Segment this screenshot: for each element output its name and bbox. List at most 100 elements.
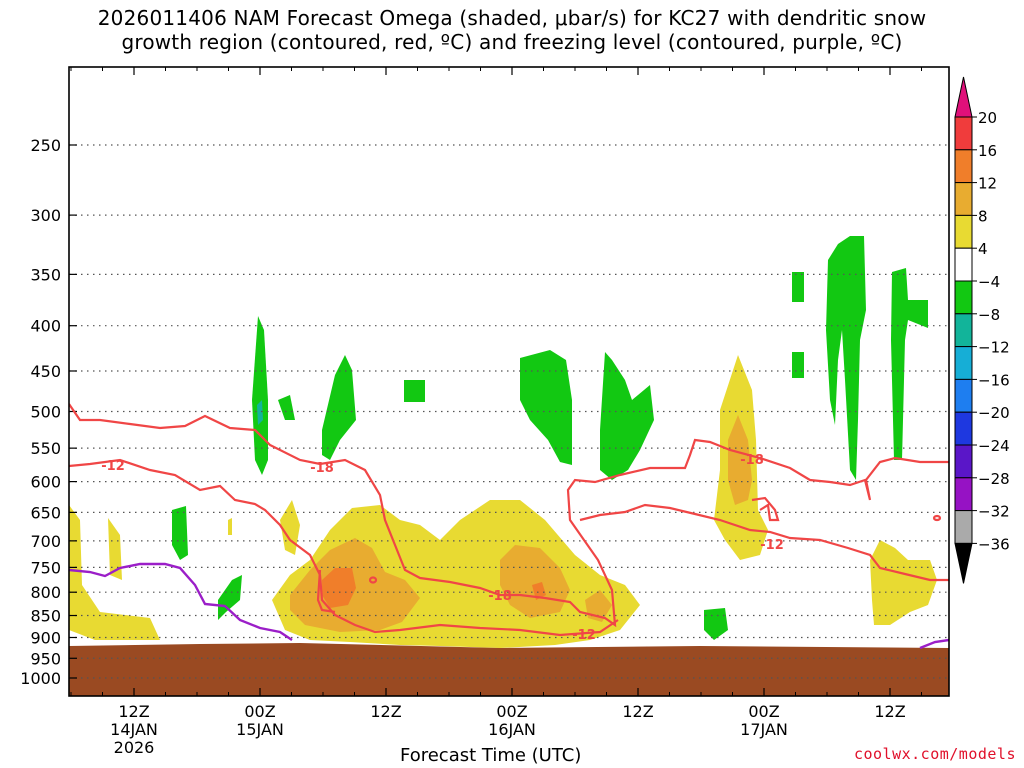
- x-tick-label: 14JAN: [110, 720, 158, 739]
- colorbar-swatch: [954, 116, 973, 151]
- omega-shading-green: [172, 236, 928, 640]
- shade-region: [69, 505, 160, 640]
- y-tick-label: 700: [30, 532, 61, 551]
- shade-region: [108, 518, 122, 580]
- shade-region: [826, 236, 866, 480]
- contour-minus12-upper: [69, 403, 949, 628]
- contour-small-ring: [368, 576, 378, 584]
- colorbar-swatch: [954, 444, 973, 479]
- plot-border: [68, 66, 950, 697]
- shade-region: [600, 352, 654, 480]
- freezing-level-contours: [69, 562, 949, 650]
- y-tick-labels: 250 300 350 400 450 500 550 600 650 700 750 800 850 9…: [20, 136, 61, 688]
- x-tick-label: 00Z: [748, 702, 779, 721]
- colorbar-swatch: [954, 280, 973, 315]
- contour-label: -12: [572, 628, 596, 643]
- freezing-level-left: [69, 562, 293, 641]
- colorbar-label: −32: [978, 503, 1010, 521]
- colorbar-label: −8: [978, 306, 1000, 324]
- colorbar: 20 16 12 8 4 −4 −8 −12 −16 −20 −24 −28 −32 −36: [954, 76, 1010, 584]
- colorbar-swatch: [954, 477, 973, 512]
- colorbar-swatch: [954, 247, 973, 282]
- colorbar-label: −28: [978, 470, 1010, 488]
- contour-minus18-right: [751, 496, 780, 522]
- x-tick-label: 2026: [114, 738, 155, 757]
- y-tick-label: 350: [30, 265, 61, 284]
- y-tick-label: 650: [30, 503, 61, 522]
- colorbar-swatch: [954, 411, 973, 446]
- x-tick-label: 00Z: [244, 702, 275, 721]
- x-tick-label: 12Z: [118, 702, 149, 721]
- ground: [69, 643, 949, 696]
- contour-labels: -12 -18 -18 -18 -12 -12: [101, 453, 784, 643]
- y-tick-label: 500: [30, 403, 61, 422]
- x-tick-label: 12Z: [622, 702, 653, 721]
- colorbar-swatch: [954, 182, 973, 216]
- colorbar-label: 12: [978, 175, 997, 193]
- y-tick-label: 300: [30, 206, 61, 225]
- y-tick-label: 950: [30, 649, 61, 668]
- y-tick-label: 900: [30, 628, 61, 647]
- freezing-level-right: [919, 638, 949, 650]
- contour-label: -18: [740, 453, 764, 468]
- y-tick-label: 800: [30, 583, 61, 602]
- contour-label: -18: [310, 461, 334, 476]
- x-axis-label: Forecast Time (UTC): [400, 745, 582, 766]
- colorbar-swatch: [954, 346, 973, 380]
- colorbar-swatch: [954, 313, 973, 348]
- colorbar-label: 8: [978, 207, 988, 225]
- x-tick-label: 12Z: [370, 702, 401, 721]
- colorbar-bottom-arrow: [954, 542, 973, 584]
- omega-shading-teal: [257, 400, 263, 425]
- colorbar-swatch: [954, 510, 973, 544]
- x-tick-label: 00Z: [496, 702, 527, 721]
- shade-region: [792, 352, 804, 378]
- shade-region: [257, 400, 263, 425]
- colorbar-swatch: [954, 149, 973, 184]
- colorbar-label: 16: [978, 142, 997, 160]
- shade-region: [728, 415, 752, 505]
- contour-label: -12: [101, 459, 125, 474]
- y-tick-label: 1000: [20, 669, 61, 688]
- shade-region: [404, 380, 425, 402]
- shade-region: [228, 518, 232, 535]
- y-tick-label: 600: [30, 473, 61, 492]
- y-tick-label: 250: [30, 136, 61, 155]
- dendritic-contours: [69, 403, 949, 637]
- shade-region: [704, 608, 728, 640]
- colorbar-label: −16: [978, 371, 1010, 389]
- shade-region: [870, 540, 937, 625]
- colorbar-swatch: [954, 214, 973, 249]
- x-tick-label: 17JAN: [740, 720, 788, 739]
- shade-region: [532, 582, 546, 600]
- colorbar-top-arrow: [954, 76, 973, 118]
- colorbar-label: −4: [978, 273, 1000, 291]
- y-tick-label: 450: [30, 362, 61, 381]
- shade-region: [322, 568, 356, 608]
- colorbar-label: −24: [978, 437, 1010, 455]
- shade-region: [252, 316, 268, 475]
- y-tick-label: 400: [30, 317, 61, 336]
- contour-label: -18: [488, 589, 512, 604]
- contour-small-ring: [932, 514, 942, 522]
- contour-label: -12: [760, 538, 784, 553]
- shade-region: [218, 575, 242, 620]
- shade-region: [278, 395, 295, 420]
- y-grid: [69, 144, 949, 679]
- x-tick-label: 15JAN: [236, 720, 284, 739]
- colorbar-label: −12: [978, 339, 1010, 357]
- colorbar-label: 4: [978, 240, 988, 258]
- contour-minus18-left: [316, 569, 336, 614]
- contour-minus12-right: [579, 503, 949, 582]
- colorbar-label: −20: [978, 404, 1010, 422]
- x-tick-label: 12Z: [874, 702, 905, 721]
- source-credit: coolwx.com/models: [853, 745, 1016, 763]
- shade-region: [172, 506, 188, 560]
- chart-title: 2026011406 NAM Forecast Omega (shaded, μ…: [97, 6, 927, 54]
- shade-region: [792, 272, 804, 302]
- shade-region: [322, 355, 356, 460]
- colorbar-label: 20: [978, 109, 997, 127]
- shade-region: [891, 268, 928, 460]
